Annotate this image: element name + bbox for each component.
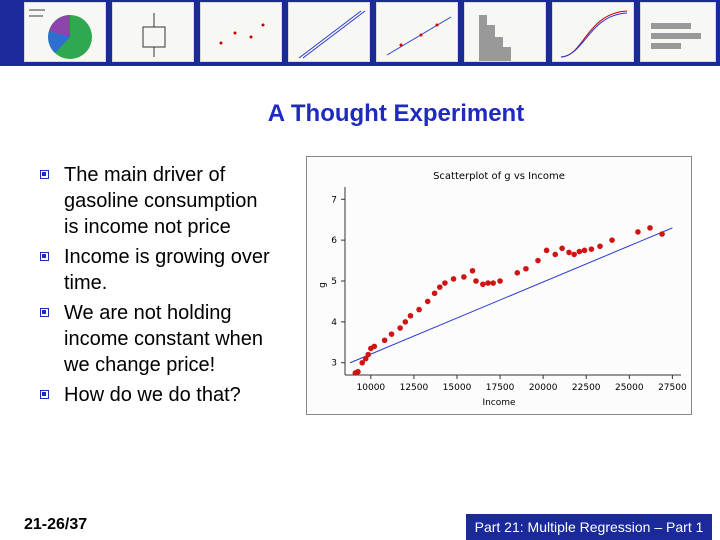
data-point — [552, 251, 559, 258]
data-point — [469, 267, 476, 274]
data-point — [416, 306, 422, 313]
bullet-marker-icon — [40, 170, 49, 179]
bullet-list: The main driver of gasoline consumption … — [40, 162, 270, 412]
y-tick-label: 5 — [331, 277, 337, 287]
data-point — [576, 248, 583, 255]
x-tick-label: 20000 — [529, 383, 558, 393]
data-point — [559, 245, 565, 252]
data-point — [609, 237, 615, 243]
data-point — [355, 368, 361, 375]
bullet-item: The main driver of gasoline consumption … — [40, 162, 270, 240]
footer-caption: Part 21: Multiple Regression – Part 1 — [466, 514, 712, 540]
data-point — [514, 270, 521, 276]
data-point — [402, 319, 409, 325]
regression-line — [349, 227, 673, 364]
thumbnail-cdf-plot — [552, 2, 634, 62]
y-tick-label: 7 — [331, 195, 337, 205]
thumbnail-probability-plot — [288, 2, 370, 62]
data-point — [523, 265, 529, 272]
data-point — [571, 251, 577, 258]
bullet-item: Income is growing over time. — [40, 244, 270, 296]
data-point — [597, 243, 603, 250]
data-point — [659, 231, 665, 237]
x-tick-label: 15000 — [443, 383, 472, 393]
data-point — [566, 249, 572, 256]
data-point — [543, 247, 550, 254]
bullet-marker-icon — [40, 252, 49, 261]
bullet-text: Income is growing over time. — [64, 246, 270, 294]
x-tick-label: 10000 — [357, 383, 386, 393]
bullet-item: How do we do that? — [40, 382, 270, 408]
bullet-marker-icon — [40, 390, 49, 399]
x-tick-label: 27500 — [658, 383, 687, 393]
y-tick-label: 6 — [331, 236, 337, 246]
thumbnail-bar-chart — [640, 2, 716, 62]
scatterplot-panel: Scatterplot of g vs Income Income g 1000… — [306, 156, 692, 415]
bullet-marker-icon — [40, 308, 49, 317]
chart-title: Scatterplot of g vs Income — [433, 171, 565, 182]
data-point — [397, 325, 403, 331]
scatterplot-chart: Scatterplot of g vs Income Income g 1000… — [318, 171, 687, 408]
data-point — [359, 359, 366, 366]
slide-number: 21-26/37 — [24, 516, 88, 533]
thumbnail-pie-chart — [24, 2, 106, 62]
data-point — [431, 290, 438, 297]
data-point — [485, 280, 491, 286]
thumbnail-scatter-2 — [376, 2, 458, 62]
thumbnail-histogram — [464, 2, 546, 62]
bullet-item: We are not holding income constant when … — [40, 300, 270, 378]
data-point — [388, 331, 395, 337]
x-axis-label: Income — [482, 398, 516, 408]
slide-title: A Thought Experiment — [267, 100, 525, 127]
x-tick-label: 17500 — [486, 383, 515, 393]
x-tick-label: 25000 — [615, 383, 644, 393]
bullet-text: We are not holding income constant when … — [64, 302, 264, 376]
thumbnail-boxplot — [112, 2, 194, 62]
data-point — [424, 298, 431, 305]
x-tick-label: 22500 — [572, 383, 601, 393]
y-tick-label: 4 — [331, 318, 337, 328]
data-point — [461, 274, 467, 280]
bullet-text: The main driver of gasoline consumption … — [64, 164, 258, 238]
data-point — [381, 337, 388, 344]
data-point — [581, 247, 588, 254]
data-point — [588, 246, 595, 252]
thumbnail-banner — [0, 0, 720, 66]
y-axis-label: g — [318, 282, 328, 288]
data-point — [490, 280, 496, 286]
data-point — [497, 278, 503, 284]
data-point — [647, 225, 653, 231]
data-point — [436, 284, 443, 290]
data-point — [407, 312, 414, 319]
thumbnail-scatter-1 — [200, 2, 282, 62]
data-point — [442, 280, 448, 286]
data-point — [635, 229, 641, 235]
data-point — [365, 351, 372, 358]
bullet-text: How do we do that? — [64, 384, 241, 406]
data-point — [450, 276, 457, 282]
y-tick-label: 3 — [331, 359, 337, 369]
x-tick-label: 12500 — [400, 383, 429, 393]
data-point — [473, 278, 479, 284]
data-point — [480, 281, 486, 288]
data-point — [535, 257, 541, 264]
data-point — [362, 355, 369, 362]
data-point — [371, 343, 378, 350]
